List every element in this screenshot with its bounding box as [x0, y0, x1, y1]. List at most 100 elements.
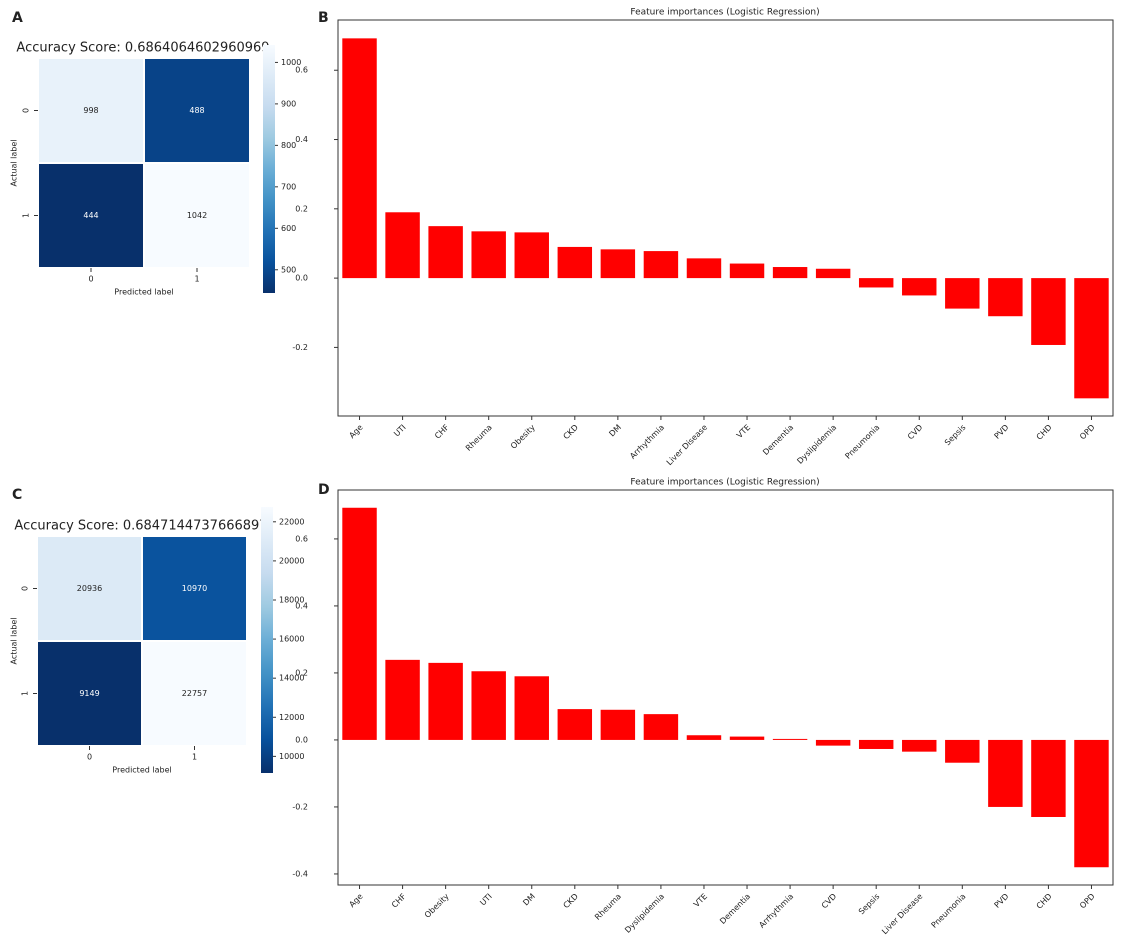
bar — [815, 268, 851, 279]
bar — [902, 278, 937, 296]
x-tick-label: CVD — [820, 892, 839, 911]
x-tick-label: Liver Disease — [880, 892, 924, 935]
colorbar-tick-label: 10000 — [279, 752, 304, 761]
y-tick-label: 0.2 — [295, 204, 308, 213]
x-axis-label: Predicted label — [114, 288, 173, 297]
y-tick-label: 0.6 — [295, 534, 308, 543]
bar — [600, 709, 636, 740]
colorbar-tick-label: 18000 — [279, 595, 304, 604]
x-tick-label: Rheuma — [593, 892, 623, 922]
heatmap-cell — [36, 640, 143, 747]
colorbar-tick-label: 16000 — [279, 635, 304, 644]
bar — [471, 231, 506, 279]
bar — [471, 671, 506, 740]
heatmap-cell — [141, 535, 248, 642]
colorbar-tick-label: 600 — [281, 224, 296, 233]
x-tick-label: DM — [607, 423, 623, 439]
bar — [1074, 278, 1109, 399]
x-tick-label: Obesity — [509, 423, 537, 451]
x-tick-label: Rheuma — [464, 423, 494, 453]
x-tick-label: 1 — [194, 275, 199, 284]
y-tick-label: -0.4 — [292, 869, 308, 878]
bar — [342, 507, 377, 740]
colorbar — [263, 45, 275, 293]
x-tick-label: Arrhythmia — [757, 892, 795, 930]
chart-title: Accuracy Score: 0.6864064602960969 — [16, 41, 269, 56]
colorbar-tick-label: 700 — [281, 182, 296, 191]
bar — [686, 258, 722, 279]
x-axis-label: Predicted label — [112, 766, 171, 775]
colorbar-tick-label: 20000 — [279, 556, 304, 565]
bar — [1074, 739, 1109, 868]
y-tick-label: 0 — [22, 108, 31, 113]
x-tick-label: CHF — [433, 423, 451, 441]
x-tick-label: PVD — [993, 423, 1011, 441]
y-axis-label: Actual label — [10, 140, 19, 187]
x-tick-label: OPD — [1078, 423, 1097, 442]
y-tick-label: 0.4 — [295, 135, 308, 144]
bar — [988, 278, 1023, 317]
y-tick-label: 1 — [22, 213, 31, 218]
colorbar-tick-label: 800 — [281, 141, 296, 150]
y-tick-label: -0.2 — [292, 343, 308, 352]
cell-label: 20936 — [77, 584, 102, 593]
colorbar-tick-label: 14000 — [279, 674, 304, 683]
plot-frame — [337, 489, 1114, 886]
bar — [686, 735, 722, 740]
bar — [1031, 739, 1066, 817]
y-tick-label: 0.4 — [295, 601, 308, 610]
y-tick-label: 1 — [21, 691, 30, 696]
bar — [729, 263, 765, 279]
panel-label: C — [12, 487, 22, 503]
bar — [858, 278, 894, 288]
x-tick-label: 1 — [192, 753, 197, 762]
x-tick-label: CHD — [1035, 423, 1054, 442]
colorbar-tick-label: 500 — [281, 265, 296, 274]
x-tick-label: VTE — [735, 423, 752, 440]
panel-label: A — [12, 10, 23, 26]
chart-title: Feature importances (Logistic Regression… — [630, 8, 819, 18]
bar — [772, 267, 808, 279]
cell-label: 998 — [83, 106, 98, 115]
x-tick-label: Dyslipidemia — [623, 892, 666, 935]
x-tick-label: 0 — [87, 753, 92, 762]
x-tick-label: CKD — [562, 892, 580, 910]
bar — [945, 278, 980, 309]
heatmap-cell — [141, 640, 248, 747]
x-tick-label: UTI — [392, 423, 408, 439]
bar — [815, 739, 851, 746]
colorbar — [261, 507, 273, 773]
x-tick-label: Dementia — [761, 423, 795, 457]
bar — [428, 662, 463, 740]
x-tick-label: Dementia — [718, 892, 752, 926]
chart-title: Accuracy Score: 0.6847144737666897 — [14, 519, 267, 534]
colorbar-tick-label: 22000 — [279, 517, 304, 526]
x-tick-label: UTI — [478, 892, 494, 908]
heatmap-cell — [37, 162, 145, 269]
y-tick-label: 0.0 — [295, 735, 308, 744]
x-tick-label: CHF — [390, 892, 408, 910]
cell-label: 1042 — [187, 211, 207, 220]
x-tick-label: Liver Disease — [665, 423, 709, 467]
bar — [945, 739, 980, 763]
x-tick-label: PVD — [993, 892, 1011, 910]
bar — [557, 709, 593, 740]
bar — [514, 232, 549, 279]
y-axis-label: Actual label — [10, 618, 19, 665]
bar — [858, 739, 894, 749]
heatmap-cell — [37, 57, 145, 164]
panel-label: D — [318, 482, 330, 498]
x-tick-label: Arrhythmia — [628, 423, 666, 461]
cell-label: 444 — [83, 211, 98, 220]
cell-label: 488 — [189, 106, 204, 115]
y-tick-label: 0.2 — [295, 668, 308, 677]
x-tick-label: VTE — [692, 892, 709, 909]
cell-label: 9149 — [79, 689, 99, 698]
y-tick-label: 0.6 — [295, 66, 308, 75]
bar — [557, 246, 593, 279]
bar — [643, 714, 679, 740]
bar — [385, 659, 420, 740]
colorbar-tick-label: 1000 — [281, 58, 301, 67]
bar — [729, 736, 765, 740]
x-tick-label: Pneumonia — [930, 892, 968, 930]
